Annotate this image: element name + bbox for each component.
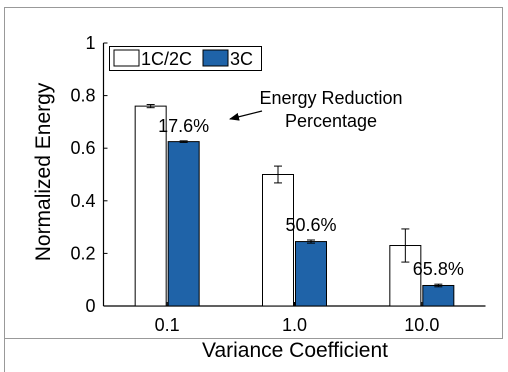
annotation-arrow: [229, 110, 263, 121]
bars: 17.6% 50.6% 65.8%: [134, 104, 464, 307]
y-axis-label: Normalized Energy: [32, 82, 55, 261]
x-axis-label: Variance Coefficient: [202, 339, 388, 362]
figure-border: [4, 7, 503, 339]
reduction-label: 65.8%: [413, 259, 464, 279]
y-tick-label: 0.8: [70, 86, 95, 106]
bar-1c2c-1: [262, 174, 294, 307]
y-tick-label: 0: [85, 296, 95, 316]
reduction-label: 17.6%: [158, 116, 209, 136]
x-tick-label: 0.1: [155, 315, 180, 335]
legend-swatch-1c2c: [113, 49, 140, 67]
y-tick-label: 1: [85, 33, 95, 53]
reduction-label: 50.6%: [285, 215, 336, 235]
annotation: Energy Reduction Percentage: [229, 88, 403, 131]
bar-1c2c-0: [134, 105, 167, 307]
bar-3c-1: [295, 241, 327, 307]
axes: 0 0.2 0.4 0.6 0.8 1 0.1 1.0 10.0: [70, 33, 486, 335]
y-tick-label: 0.2: [70, 243, 95, 263]
bar-3c-0: [167, 141, 200, 307]
annotation-line-2: Percentage: [285, 111, 377, 131]
legend-swatch-3c: [202, 49, 229, 67]
legend-label-1c2c: 1C/2C: [141, 49, 192, 69]
annotation-line-1: Energy Reduction: [259, 88, 402, 108]
y-tick-label: 0.4: [70, 191, 95, 211]
legend: 1C/2C 3C: [109, 46, 262, 71]
x-tick-label: 10.0: [404, 315, 439, 335]
bar-3c-2: [422, 284, 455, 307]
legend-label-3c: 3C: [230, 49, 253, 69]
x-tick-label: 1.0: [282, 315, 307, 335]
y-tick-label: 0.6: [70, 138, 95, 158]
